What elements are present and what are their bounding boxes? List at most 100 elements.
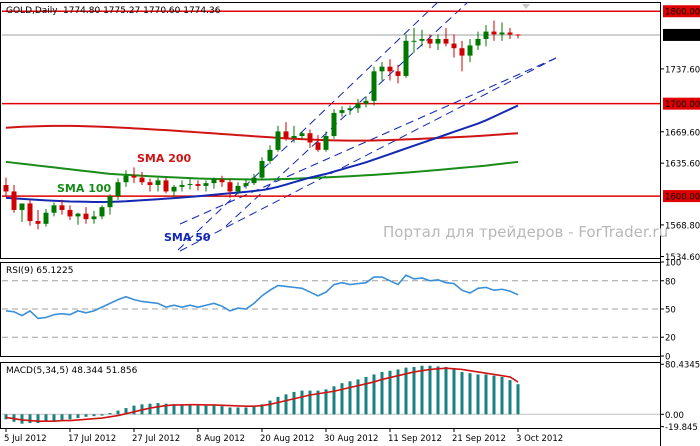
channel-line [179, 57, 557, 252]
candle-body [507, 32, 513, 35]
candle-body [147, 182, 153, 185]
macd-histogram-bar [252, 406, 256, 415]
rsi-tick-label: 80 [665, 277, 676, 287]
macd-histogram-bar [228, 407, 232, 415]
candle-body [195, 184, 201, 186]
candle-body [187, 184, 193, 186]
rsi-tick-label: 20 [665, 334, 676, 344]
macd-histogram-bar [404, 367, 408, 415]
time-tick-label: 21 Sep 2012 [452, 434, 506, 444]
time-tick-label: 17 Jul 2012 [68, 434, 116, 444]
candle-body [339, 110, 345, 113]
channel-line [177, 1, 439, 251]
macd-histogram-bar [84, 414, 88, 417]
candle-body [139, 177, 145, 183]
macd-histogram-bar [212, 405, 216, 415]
macd-histogram-bar [460, 371, 464, 415]
macd-histogram-bar [100, 414, 104, 416]
price-tick-label: 1534.60 [665, 253, 700, 263]
macd-histogram-bar [156, 403, 160, 415]
candle-body [347, 108, 353, 111]
macd-histogram-bar [348, 381, 352, 415]
macd-histogram-bar [516, 384, 520, 415]
level-price-label: 1800.00 [665, 8, 700, 18]
time-tick-label: 30 Aug 2012 [324, 434, 378, 444]
candle-body [51, 205, 57, 213]
candle-body [387, 66, 393, 72]
macd-histogram-bar [332, 386, 336, 415]
candle-body [235, 185, 241, 192]
macd-histogram-bar [172, 404, 176, 415]
rsi-tick-label: 50 [665, 306, 676, 316]
macd-histogram-bar [36, 414, 40, 424]
candle-body [219, 179, 225, 183]
macd-histogram-bar [308, 390, 312, 415]
macd-histogram-bar [436, 366, 440, 415]
candle-body [99, 207, 105, 217]
macd-histogram-bar [500, 376, 504, 415]
macd-histogram-bar [196, 405, 200, 415]
candle-body [19, 203, 25, 210]
macd-tick-label: 0.00 [665, 411, 684, 421]
candle-body [315, 142, 321, 150]
macd-histogram-bar [476, 374, 480, 415]
macd-histogram-bar [268, 400, 272, 415]
rsi-tick-label: 100 [665, 259, 681, 269]
macd-histogram-bar [164, 403, 168, 415]
macd-histogram-bar [148, 403, 152, 415]
candle-body [427, 38, 433, 44]
level-price-tag [663, 97, 700, 110]
macd-histogram-bar [116, 410, 120, 415]
candle-body [435, 38, 441, 44]
macd-histogram-bar [420, 365, 424, 415]
time-tick-label: 27 Jul 2012 [132, 434, 180, 444]
macd-histogram-bar [508, 380, 512, 415]
candle-body [515, 34, 521, 36]
macd-histogram-bar [188, 404, 192, 415]
candle-body [299, 133, 305, 137]
macd-histogram-bar [180, 404, 184, 415]
chart-header-symbol: GOLD,Daily [6, 6, 58, 16]
time-tick-label: 8 Aug 2012 [196, 434, 245, 444]
candle-body [355, 103, 361, 109]
rsi-line [5, 274, 519, 320]
candle-body [163, 180, 169, 192]
candle-body [59, 205, 65, 210]
candle-body [211, 179, 217, 184]
time-axis: 5 Jul 2012 17 Jul 2012 27 Jul 2012 8 Aug 20… [0, 428, 660, 444]
macd-histogram-bar [468, 373, 472, 415]
level-price-label: 1600.00 [665, 193, 700, 203]
candle-body [451, 43, 457, 49]
candle-body [91, 216, 97, 220]
time-tick-label: 11 Sep 2012 [388, 434, 442, 444]
macd-histogram-bar [20, 414, 24, 424]
macd-histogram-bar [492, 375, 496, 415]
candle-body [323, 136, 329, 150]
rsi-title: RSI(9) 65.1225 [6, 266, 73, 276]
macd-histogram-bar [388, 370, 392, 415]
candle-body [483, 31, 489, 39]
candle-body [291, 136, 297, 138]
candle-body [35, 221, 41, 224]
candle-body [107, 196, 113, 208]
macd-histogram-bar [52, 414, 56, 421]
candle-body [67, 209, 73, 217]
sma200-line [5, 124, 519, 142]
channel-line [225, 1, 469, 227]
candle-body [203, 183, 209, 186]
macd-histogram-bar [28, 414, 32, 424]
sma50-line [5, 104, 519, 203]
macd-histogram-bar [300, 390, 304, 415]
candle-body [443, 38, 449, 44]
candle-body [307, 133, 313, 143]
candle-body [27, 203, 33, 222]
rsi-panel-frame [0, 262, 661, 357]
macd-histogram-bar [284, 394, 288, 415]
macd-histogram-bar [372, 374, 376, 415]
macd-histogram-bar [444, 366, 448, 415]
price-panel-frame [0, 2, 661, 259]
candle-body [371, 71, 377, 101]
candle-body [283, 131, 289, 138]
candle-body [499, 32, 505, 35]
